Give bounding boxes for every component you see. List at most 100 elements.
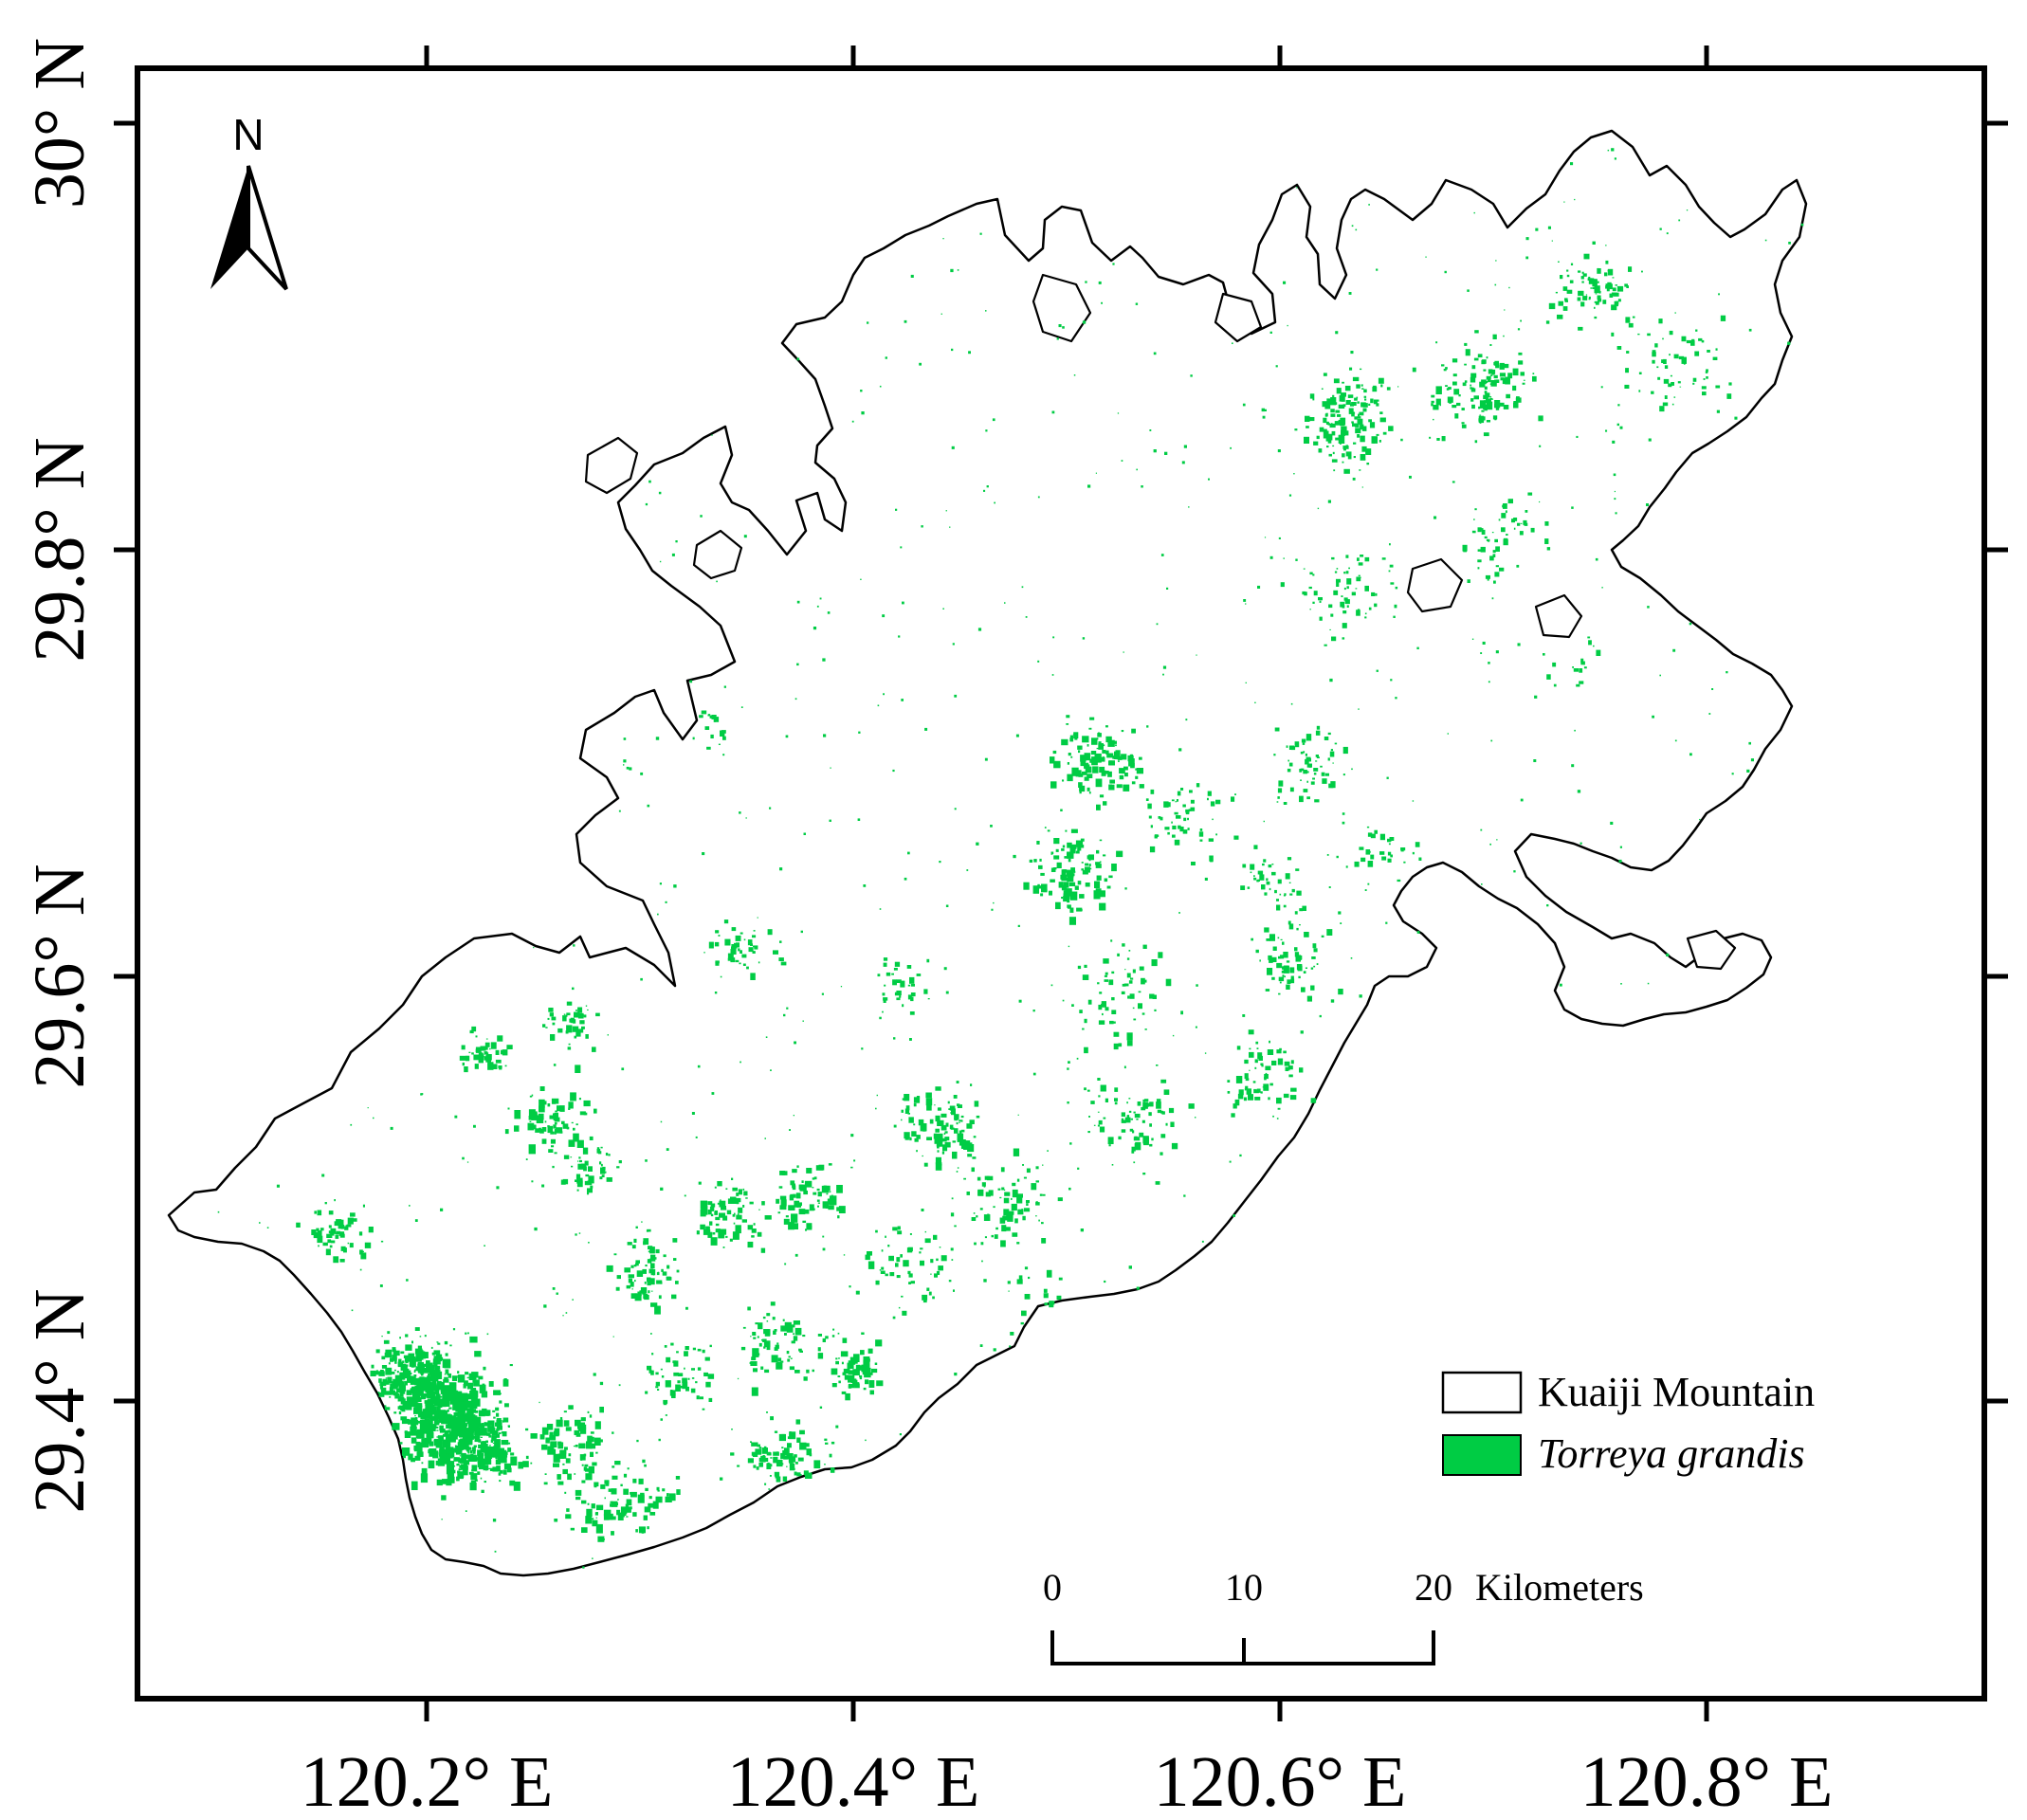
torreya-patch: [549, 1434, 557, 1441]
torreya-patch: [578, 1098, 581, 1101]
torreya-patch: [750, 1361, 758, 1366]
torreya-patch: [1448, 387, 1452, 390]
torreya-patch: [1340, 922, 1342, 924]
torreya-patch: [1342, 610, 1347, 614]
torreya-patch: [1566, 289, 1573, 294]
torreya-patch: [1374, 603, 1378, 608]
torreya-patch: [1456, 402, 1461, 407]
torreya-patch: [1279, 1047, 1282, 1050]
torreya-patch: [799, 1184, 807, 1192]
torreya-patch: [404, 1380, 408, 1386]
torreya-patch: [539, 1127, 541, 1130]
torreya-patch: [1470, 398, 1474, 402]
torreya-patch: [1210, 801, 1215, 807]
torreya-patch: [497, 1456, 502, 1461]
torreya-patch: [416, 1429, 425, 1439]
torreya-patch: [794, 698, 797, 701]
torreya-patch: [783, 1013, 786, 1017]
torreya-patch: [410, 1380, 414, 1385]
torreya-patch: [575, 1496, 581, 1501]
torreya-patch: [472, 1455, 476, 1458]
torreya-patch: [480, 1425, 485, 1430]
torreya-patch: [940, 1113, 947, 1118]
torreya-patch: [1328, 604, 1333, 609]
torreya-patch: [436, 1427, 439, 1429]
torreya-patch: [1099, 839, 1103, 842]
torreya-patch: [445, 1429, 448, 1434]
torreya-patch: [1520, 798, 1524, 802]
torreya-patch: [462, 1062, 465, 1066]
torreya-patch: [1276, 962, 1283, 969]
torreya-patch: [1269, 934, 1275, 941]
torreya-patch: [1333, 590, 1339, 595]
torreya-patch: [734, 1212, 736, 1215]
torreya-patch: [1096, 737, 1099, 740]
torreya-patch: [352, 1218, 357, 1222]
torreya-patch: [863, 1356, 870, 1364]
torreya-patch: [1196, 984, 1198, 987]
torreya-patch: [1053, 838, 1060, 845]
torreya-patch: [1131, 1146, 1136, 1152]
torreya-patch: [644, 1506, 651, 1513]
torreya-patch: [703, 952, 705, 954]
torreya-patch: [387, 1331, 391, 1335]
torreya-patch: [334, 1199, 336, 1202]
torreya-patch: [702, 1408, 705, 1410]
torreya-patch: [977, 628, 982, 631]
torreya-patch: [465, 1332, 467, 1335]
torreya-patch: [1546, 674, 1551, 680]
torreya-patch: [718, 935, 721, 937]
torreya-patch: [358, 1231, 363, 1236]
torreya-patch: [1136, 468, 1138, 471]
torreya-patch: [1266, 881, 1270, 885]
torreya-patch: [1447, 733, 1449, 735]
torreya-patch: [788, 1222, 794, 1230]
torreya-patch: [659, 560, 662, 563]
torreya-patch: [568, 1405, 574, 1410]
torreya-patch: [882, 1010, 884, 1013]
torreya-patch: [1312, 601, 1315, 604]
torreya-patch: [587, 1180, 593, 1186]
torreya-patch: [887, 1245, 890, 1247]
torreya-patch: [1068, 945, 1070, 948]
torreya-patch: [696, 1230, 700, 1235]
torreya-patch: [713, 717, 720, 722]
torreya-patch: [947, 1101, 950, 1104]
torreya-patch: [1303, 568, 1306, 570]
torreya-patch: [1058, 882, 1064, 888]
torreya-patch: [448, 1419, 450, 1422]
torreya-patch: [1178, 825, 1181, 829]
torreya-patch: [514, 1125, 520, 1132]
torreya-patch: [980, 1242, 984, 1246]
torreya-patch: [767, 929, 773, 936]
torreya-patch: [1062, 326, 1065, 329]
torreya-patch: [763, 1346, 766, 1349]
torreya-patch: [1340, 417, 1346, 425]
torreya-patch: [1292, 889, 1295, 892]
torreya-patch: [1477, 559, 1482, 563]
torreya-patch: [842, 1338, 848, 1343]
torreya-patch: [1121, 991, 1125, 994]
torreya-patch: [647, 1259, 651, 1264]
torreya-patch: [898, 1306, 901, 1309]
torreya-patch: [488, 1435, 492, 1438]
torreya-patch: [448, 1407, 452, 1410]
torreya-patch: [1480, 546, 1486, 553]
torreya-patch: [1616, 285, 1624, 292]
torreya-patch: [493, 1390, 501, 1395]
torreya-patch: [612, 1516, 616, 1520]
torreya-patch: [672, 1238, 678, 1243]
torreya-patch: [883, 962, 887, 967]
torreya-patch: [803, 1209, 810, 1214]
torreya-patch: [555, 1110, 557, 1113]
torreya-patch: [1145, 798, 1149, 801]
torreya-patch: [803, 1376, 808, 1381]
torreya-patch: [831, 1368, 838, 1375]
torreya-patch: [1066, 715, 1070, 719]
torreya-patch: [1692, 382, 1695, 385]
torreya-patch: [603, 1509, 612, 1517]
torreya-patch: [553, 1124, 557, 1129]
torreya-patch: [552, 1022, 556, 1026]
torreya-patch: [1139, 966, 1144, 971]
torreya-patch: [909, 1137, 912, 1141]
